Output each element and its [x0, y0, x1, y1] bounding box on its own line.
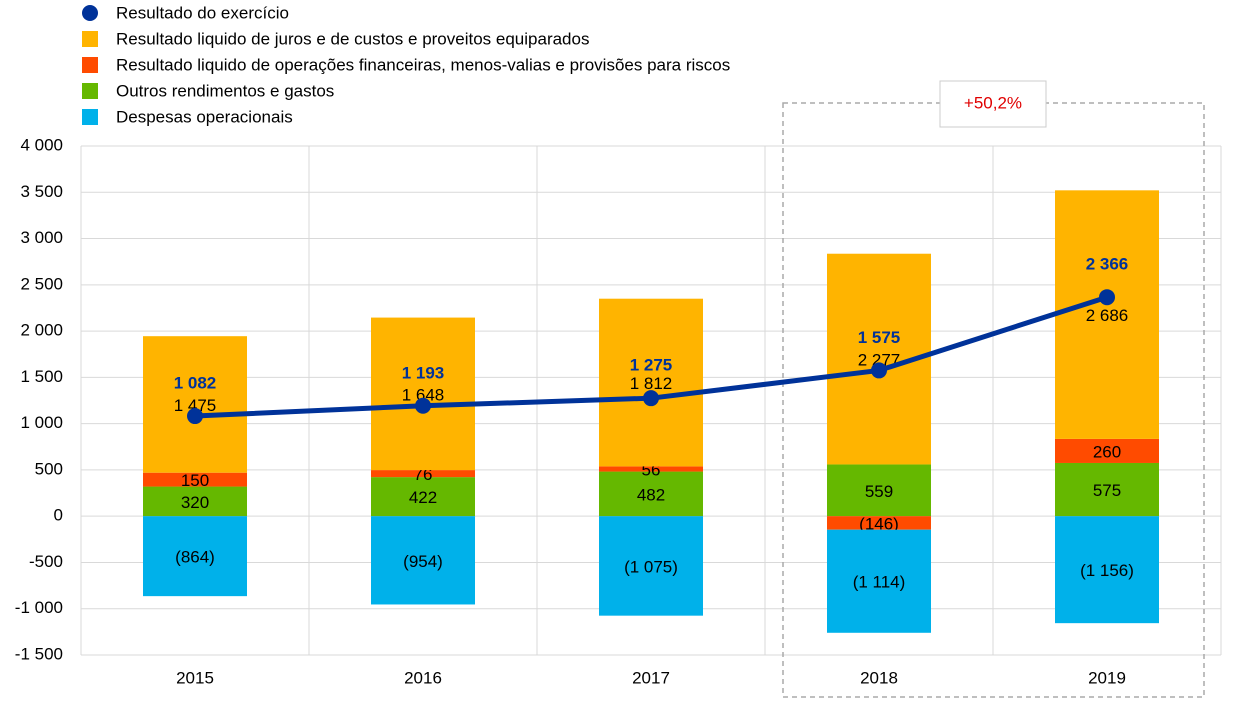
legend-marker	[82, 31, 98, 47]
value-label: 150	[181, 471, 209, 490]
annotation-box	[939, 80, 1047, 128]
y-tick-label: 3 500	[20, 182, 63, 201]
value-label: 559	[865, 482, 893, 501]
line-point	[1099, 289, 1115, 306]
value-label: (1 114)	[853, 573, 906, 592]
bar-segment	[143, 486, 247, 517]
bar-segment	[143, 336, 247, 473]
bar-segment	[827, 529, 931, 633]
bar-segment	[827, 464, 931, 517]
line-point	[871, 362, 887, 379]
legend-marker	[82, 109, 98, 125]
value-label: (146)	[859, 514, 899, 533]
y-tick-label: 0	[54, 506, 63, 525]
value-label: (954)	[403, 552, 443, 571]
line-value-label: 2 366	[1086, 255, 1129, 274]
bar-segment	[1055, 438, 1159, 463]
y-tick-label: 500	[35, 459, 63, 478]
legend-label: Resultado liquido de operações financeir…	[116, 55, 730, 74]
line-point	[643, 390, 659, 407]
line-value-label: 1 193	[402, 363, 445, 382]
x-tick-label: 2016	[404, 668, 442, 687]
value-label: 260	[1093, 442, 1121, 461]
value-label: 2 686	[1086, 306, 1129, 325]
value-label: 1 475	[174, 396, 217, 415]
value-label: (1 156)	[1080, 561, 1134, 580]
value-label: 422	[409, 488, 437, 507]
value-label: 1 648	[402, 385, 445, 404]
bar-segment	[143, 472, 247, 487]
legend-label: Resultado liquido de juros e de custos e…	[116, 29, 589, 48]
value-label: (864)	[175, 548, 215, 567]
bar-segment	[599, 298, 703, 467]
bar-segment	[599, 471, 703, 517]
x-tick-label: 2018	[860, 668, 898, 687]
legend-marker	[82, 5, 98, 21]
bar-segment	[371, 470, 475, 478]
legend-label: Resultado do exercício	[116, 3, 289, 22]
y-tick-label: -500	[29, 552, 63, 571]
y-tick-label: 2 500	[20, 274, 63, 293]
x-tick-label: 2019	[1088, 668, 1126, 687]
bar-segment	[371, 516, 475, 605]
legend-label: Despesas operacionais	[116, 107, 293, 126]
line-point	[187, 408, 203, 425]
y-tick-label: 1 000	[20, 413, 63, 432]
bar-segment	[1055, 462, 1159, 517]
bar-segment	[371, 477, 475, 517]
annotation: +50,2%	[964, 93, 1022, 112]
bar-segment	[599, 516, 703, 616]
bar-segment	[1055, 190, 1159, 439]
y-tick-label: 3 000	[20, 228, 63, 247]
value-label: 482	[637, 485, 665, 504]
x-tick-label: 2015	[176, 668, 214, 687]
value-label: (1 075)	[624, 557, 678, 576]
line-value-label: 1 275	[630, 356, 673, 375]
line-point	[415, 397, 431, 414]
bar-segment	[599, 466, 703, 472]
bar-segment	[143, 516, 247, 597]
bar-segment	[371, 317, 475, 471]
value-label: 575	[1093, 481, 1121, 500]
bar-segment	[827, 516, 931, 530]
bar-segment	[1055, 516, 1159, 624]
x-tick-label: 2017	[632, 668, 670, 687]
line-value-label: 1 082	[174, 374, 217, 393]
legend-label: Outros rendimentos e gastos	[116, 81, 334, 100]
y-tick-label: -1 500	[15, 644, 63, 663]
line-value-label: 1 575	[858, 328, 901, 347]
value-label: 1 812	[630, 374, 673, 393]
y-tick-label: 2 000	[20, 321, 63, 340]
y-tick-label: 4 000	[20, 135, 63, 154]
legend-marker	[82, 83, 98, 99]
value-label: 320	[181, 493, 209, 512]
legend-marker	[82, 57, 98, 73]
y-tick-label: 1 500	[20, 367, 63, 386]
y-tick-label: -1 000	[15, 598, 63, 617]
